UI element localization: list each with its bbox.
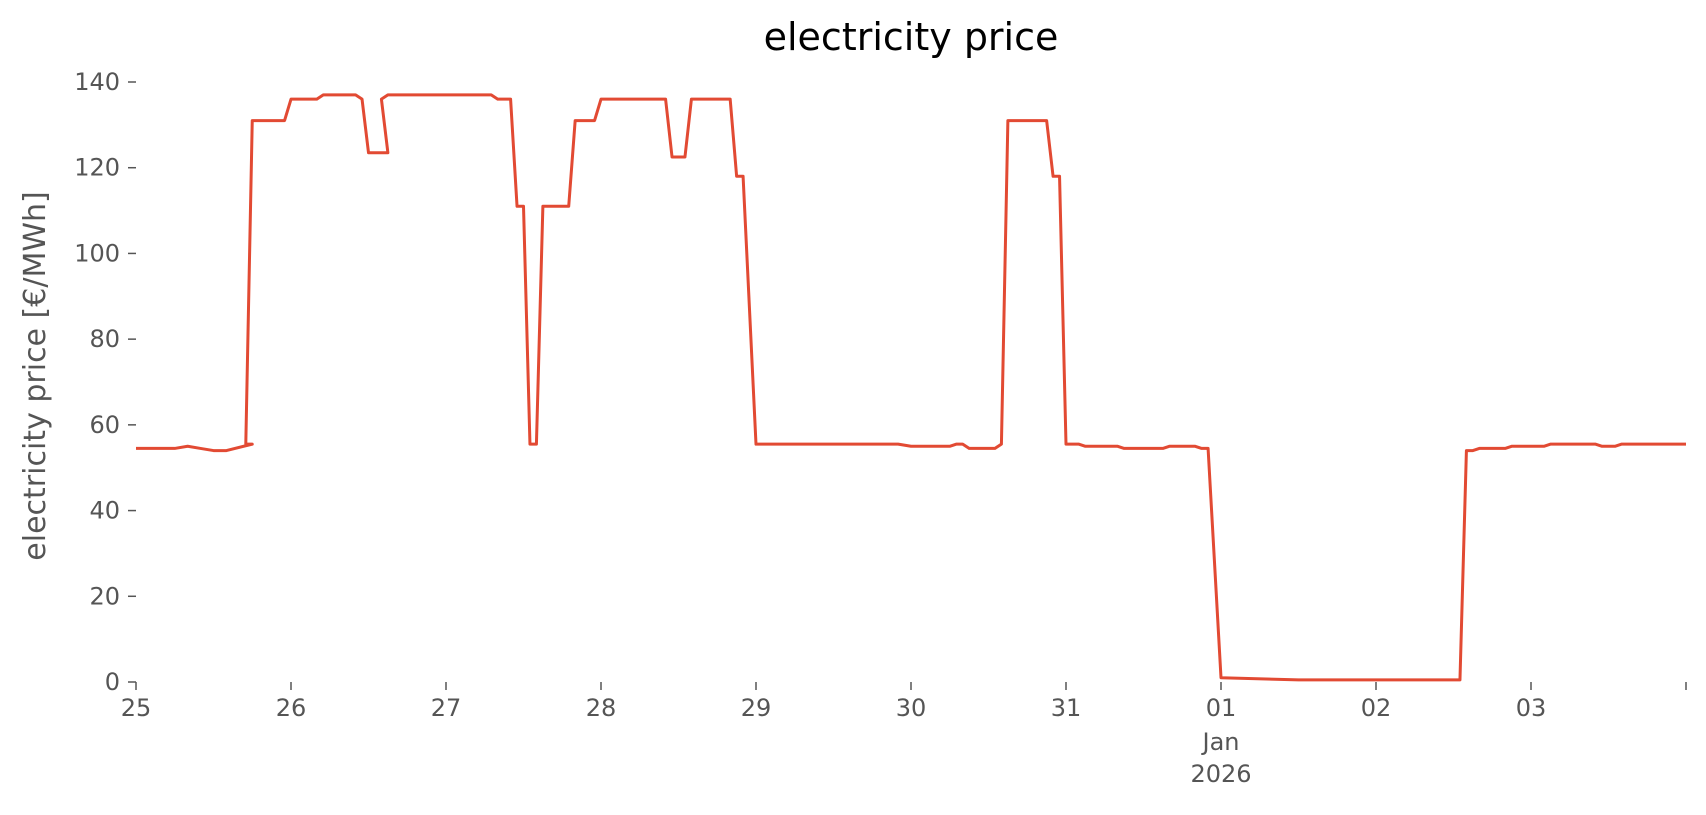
x-tick-year-label: 2026	[1190, 760, 1251, 788]
y-axis: 0 20 40 60 80 100 120 140	[74, 68, 136, 696]
x-tick-label: 27	[431, 694, 462, 722]
series-layer	[136, 93, 1686, 682]
x-tick-label: 28	[586, 694, 617, 722]
x-tick-label: 02	[1361, 694, 1392, 722]
y-tick-label: 140	[74, 68, 120, 96]
y-tick-label: 20	[89, 582, 120, 610]
chart-title: electricity price	[764, 15, 1059, 59]
x-tick-label: 29	[741, 694, 772, 722]
y-tick-label: 60	[89, 411, 120, 439]
x-tick-label: 26	[276, 694, 307, 722]
x-axis: 25 26 27 28 29 30 31 01 Jan 2026 02 03	[121, 682, 1687, 788]
y-axis-label: electricity price [€/MWh]	[18, 191, 53, 560]
y-tick-label: 100	[74, 239, 120, 267]
y-tick-label: 80	[89, 325, 120, 353]
x-tick-month-label: Jan	[1201, 728, 1240, 756]
y-tick-label: 0	[105, 668, 120, 696]
x-tick-label: 31	[1051, 694, 1082, 722]
series-line	[136, 93, 1686, 682]
x-tick-label: 25	[121, 694, 152, 722]
x-tick-label: 03	[1516, 694, 1547, 722]
y-tick-label: 120	[74, 154, 120, 182]
x-tick-label: 30	[896, 694, 927, 722]
x-tick-label: 01	[1206, 694, 1237, 722]
y-tick-label: 40	[89, 497, 120, 525]
